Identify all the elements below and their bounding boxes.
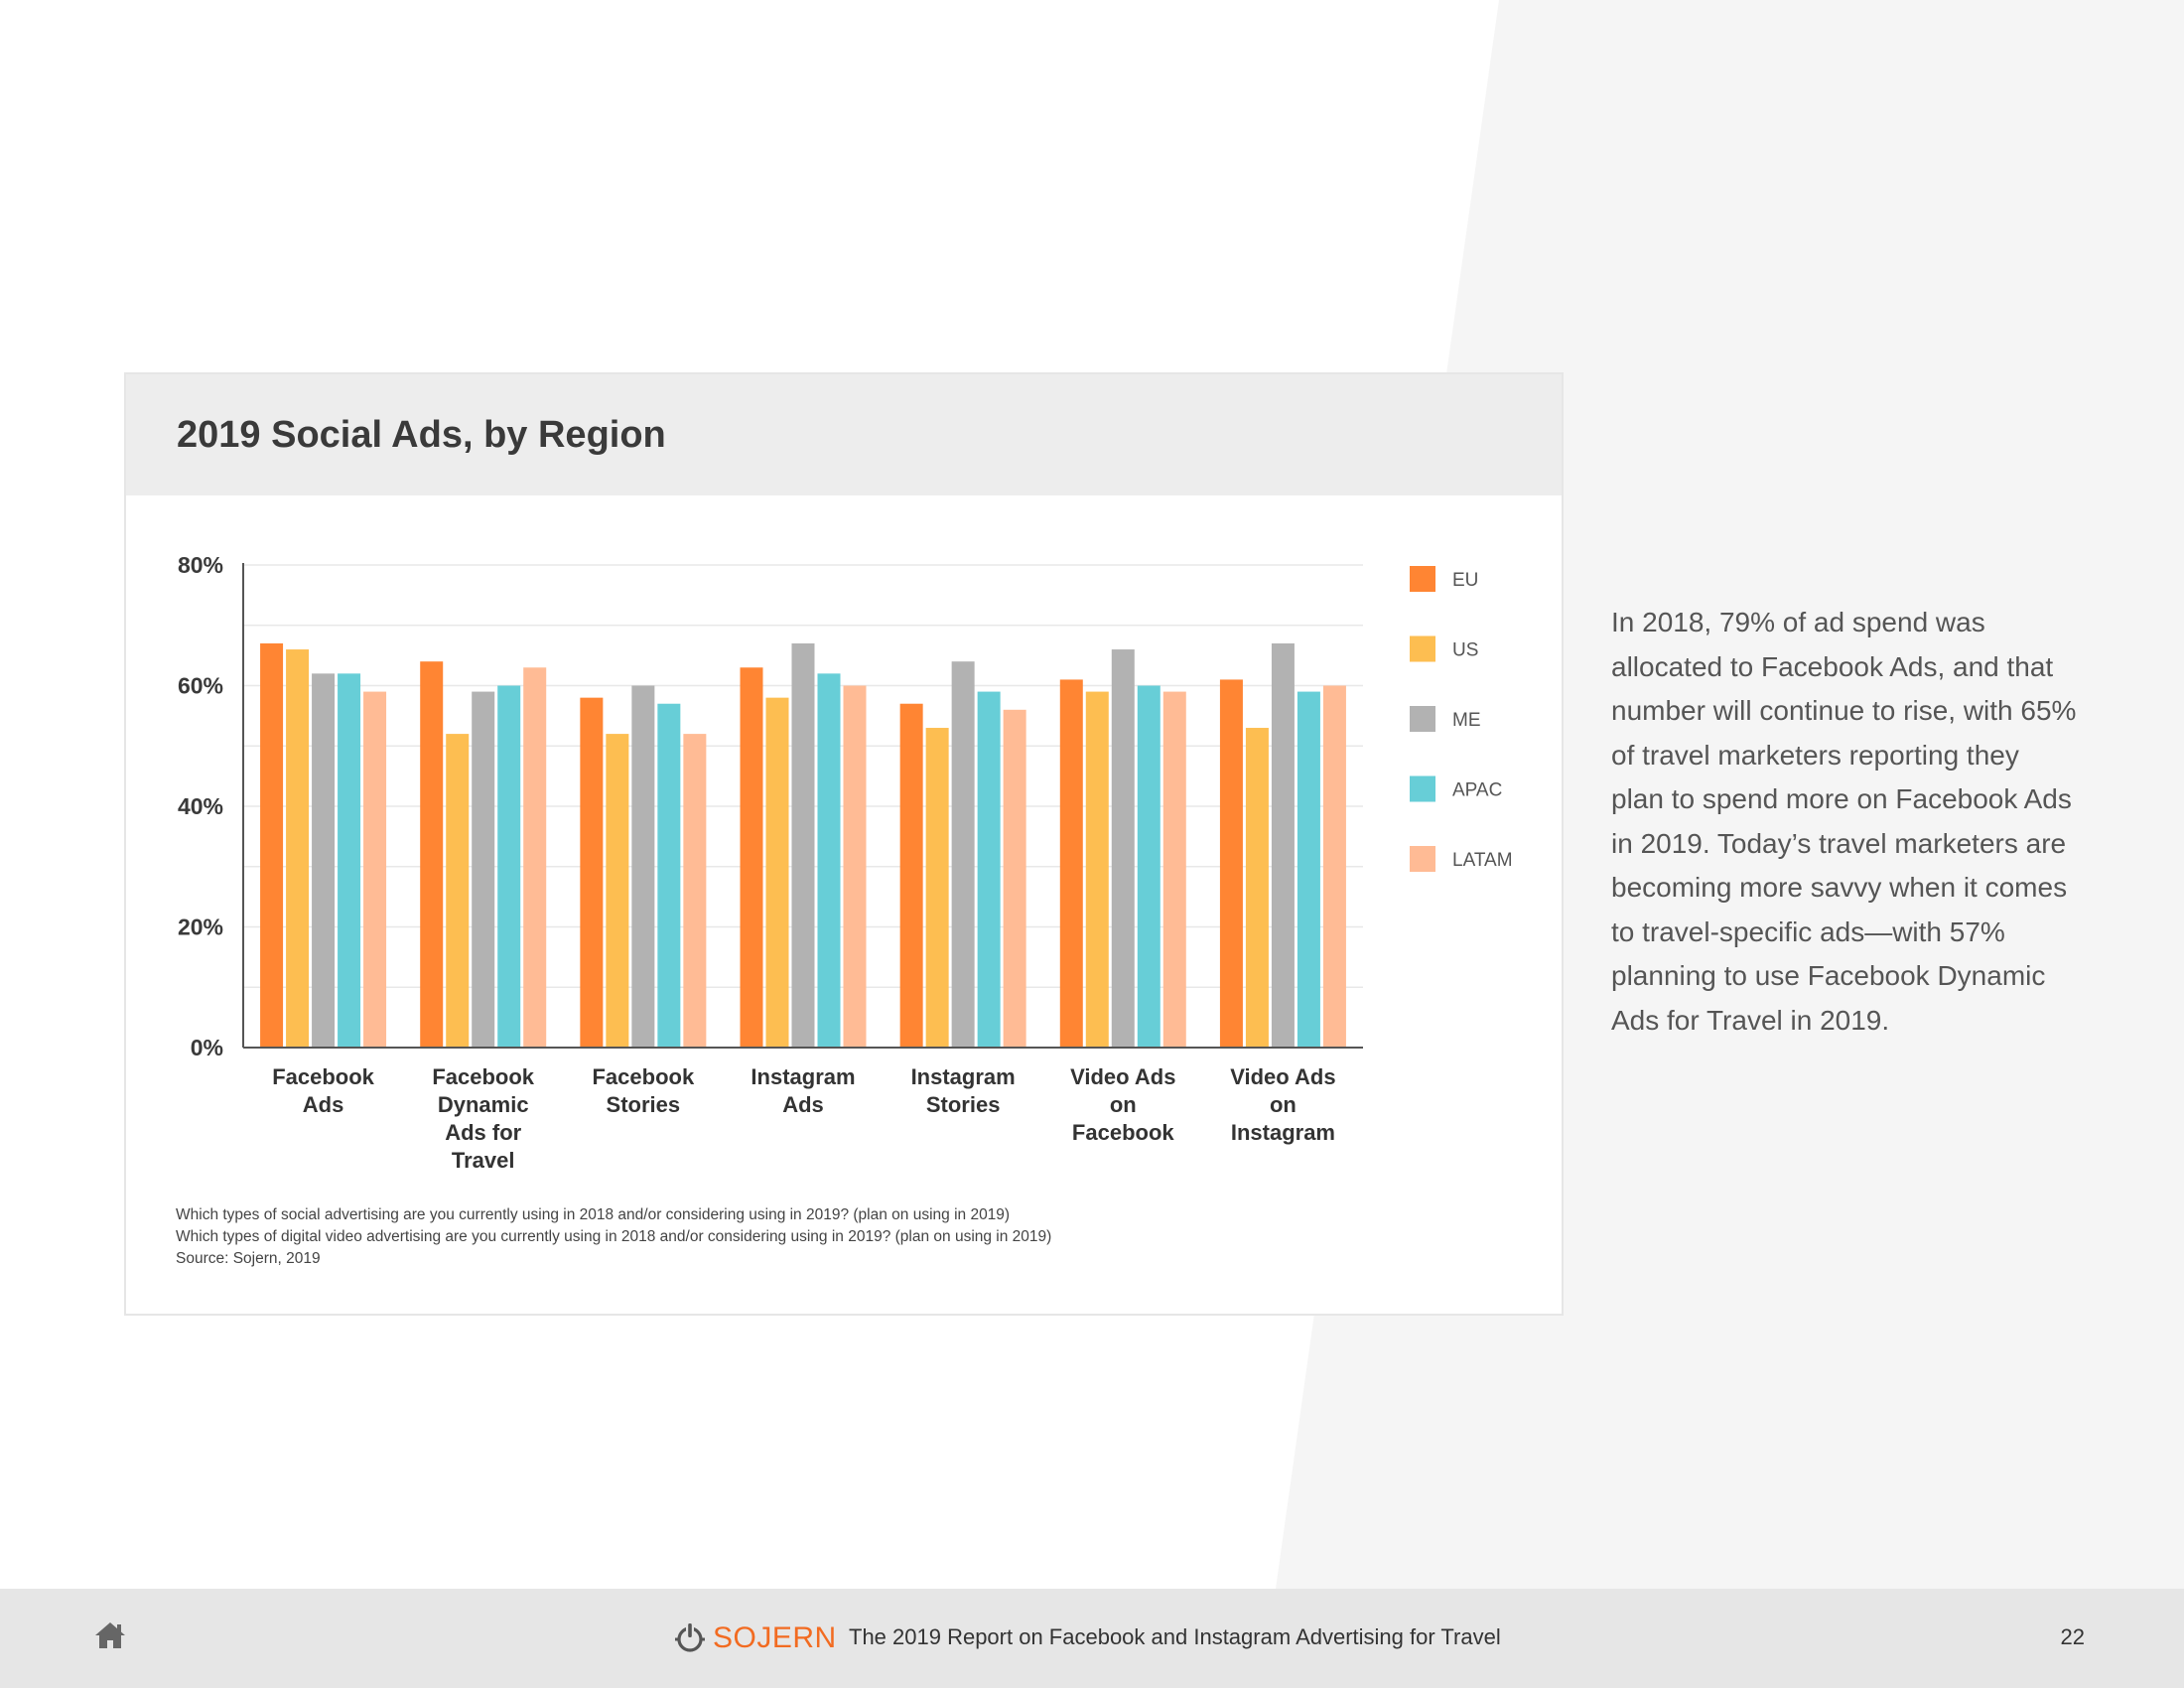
legend-label-latam: LATAM [1452, 850, 1513, 871]
bar-apac [497, 685, 521, 1048]
y-tick-label: 20% [178, 914, 223, 940]
page-number: 22 [2060, 1624, 2085, 1649]
bar-me [951, 661, 975, 1048]
bar-latam [1003, 709, 1026, 1048]
logo-power-icon [675, 1623, 705, 1652]
bar-us [286, 649, 310, 1048]
legend-label-me: ME [1452, 710, 1481, 731]
x-category-label: Video Ads on Instagram [1230, 1064, 1336, 1145]
footer-bar: SOJERN The 2019 Report on Facebook and I… [0, 1589, 2184, 1688]
footnote-question-2: Which types of digital video advertising… [176, 1228, 1052, 1245]
bar-apac [1137, 685, 1160, 1048]
legend-swatch-apac [1410, 775, 1435, 802]
chart-title: 2019 Social Ads, by Region [177, 414, 666, 456]
bar-apac [817, 673, 841, 1048]
bar-us [446, 734, 470, 1048]
bar-me [631, 685, 655, 1048]
report-title: The 2019 Report on Facebook and Instagra… [849, 1624, 1501, 1649]
legend-swatch-eu [1410, 566, 1435, 592]
home-icon[interactable] [93, 1620, 127, 1650]
bar-latam [1322, 685, 1346, 1048]
legend-swatch-latam [1410, 846, 1435, 872]
bar-apac [657, 703, 681, 1048]
footnote-question-1: Which types of social advertising are yo… [176, 1206, 1011, 1223]
legend-label-apac: APAC [1452, 780, 1502, 801]
bar-apac [338, 673, 361, 1048]
legend-label-us: US [1452, 640, 1478, 661]
logo-text: SOJERN [713, 1621, 837, 1654]
bar-eu [580, 697, 604, 1048]
legend-swatch-me [1410, 706, 1435, 732]
bar-us [1245, 728, 1269, 1048]
bar-me [1271, 642, 1295, 1048]
bar-eu [899, 703, 923, 1048]
legend-swatch-us [1410, 635, 1435, 662]
x-category-label: Facebook Ads [272, 1064, 374, 1117]
bar-latam [363, 691, 387, 1048]
chart-card: 2019 Social Ads, by Region 0% 20% 40% 60% 80… [124, 372, 1564, 1316]
bar-us [606, 734, 629, 1048]
y-tick-label: 40% [178, 793, 223, 819]
x-category-label: Facebook Dynamic Ads for Travel [432, 1064, 535, 1173]
x-category-label: Instagram Stories [910, 1064, 1016, 1117]
bar-apac [977, 691, 1001, 1048]
side-paragraph: In 2018, 79% of ad spend was allocated t… [1611, 607, 2077, 1036]
bar-chart: 0% 20% 40% 60% 80% EU US ME APAC LATAM [178, 552, 1513, 1060]
x-category-label: Video Ads on Facebook [1070, 1064, 1176, 1145]
bar-me [312, 673, 336, 1048]
bar-us [765, 697, 789, 1048]
bar-eu [260, 642, 284, 1048]
bar-us [925, 728, 949, 1048]
footnote-source: Source: Sojern, 2019 [176, 1250, 321, 1267]
bar-latam [523, 667, 547, 1048]
bar-eu [740, 667, 763, 1048]
legend-label-eu: EU [1452, 570, 1478, 591]
bar-me [791, 642, 815, 1048]
y-tick-label: 80% [178, 552, 223, 578]
chart-header: 2019 Social Ads, by Region [126, 374, 1562, 495]
bar-eu [1059, 679, 1083, 1048]
y-tick-label: 0% [191, 1035, 223, 1060]
sojern-logo: SOJERN [673, 1618, 837, 1658]
bar-latam [843, 685, 867, 1048]
bar-us [1085, 691, 1109, 1048]
bar-latam [1162, 691, 1186, 1048]
y-tick-label: 60% [178, 673, 223, 699]
bar-apac [1297, 691, 1320, 1048]
bar-eu [1219, 679, 1243, 1048]
x-category-label: Facebook Stories [592, 1064, 695, 1117]
x-category-label: Instagram Ads [751, 1064, 856, 1117]
bar-latam [683, 734, 707, 1048]
bar-eu [420, 661, 444, 1048]
bar-me [1111, 649, 1135, 1048]
bar-me [472, 691, 495, 1048]
